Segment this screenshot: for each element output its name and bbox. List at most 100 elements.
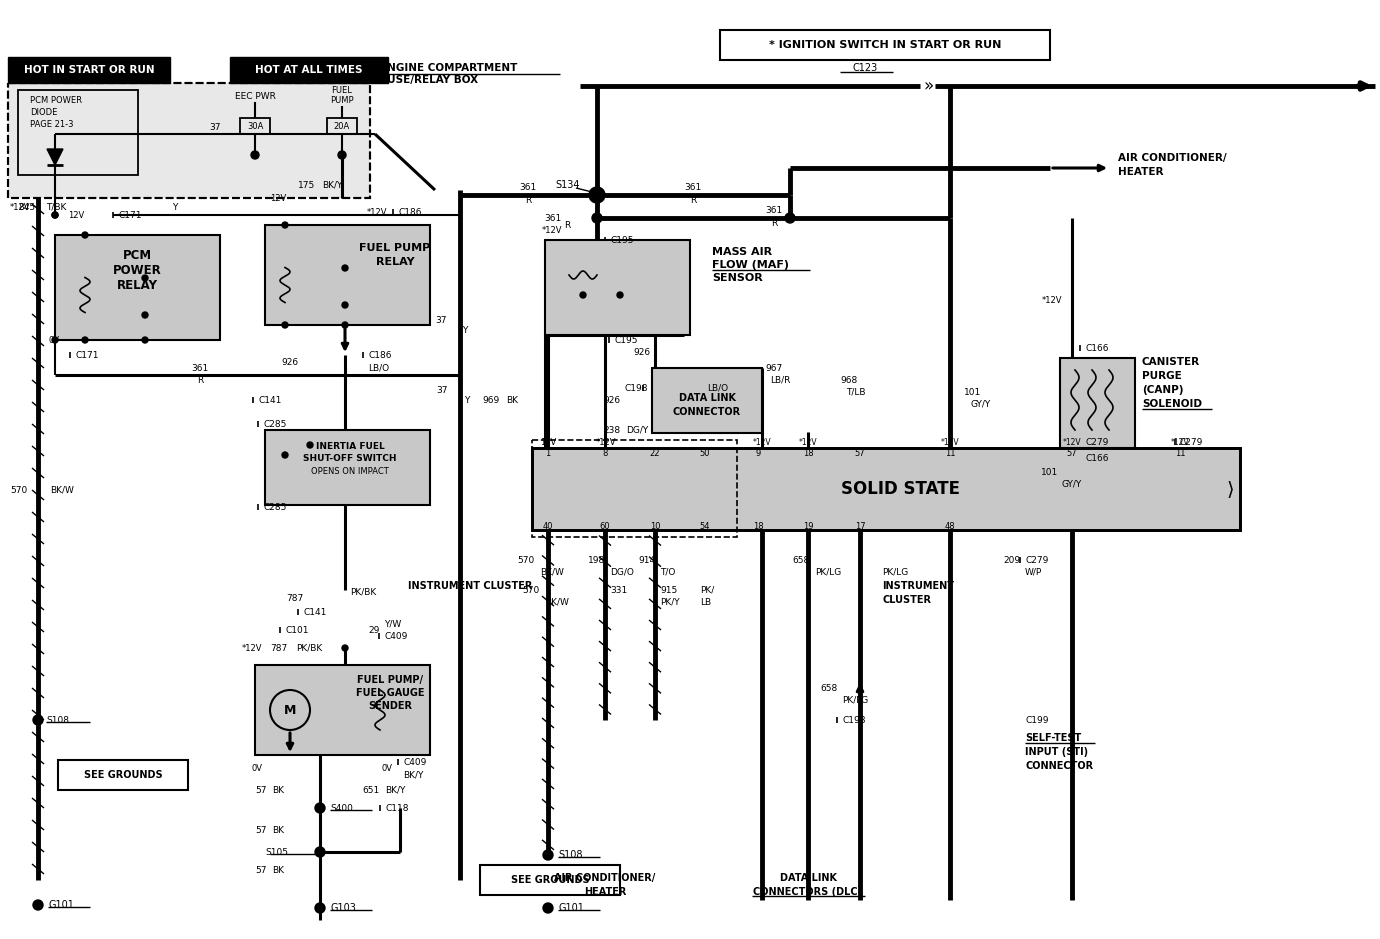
Bar: [240, 118, 270, 134]
Text: *12V: *12V: [799, 438, 817, 447]
Text: PCM POWER: PCM POWER: [30, 96, 81, 104]
Text: 50: 50: [700, 449, 711, 457]
Text: C118: C118: [385, 804, 408, 812]
Text: 18: 18: [803, 449, 813, 457]
Circle shape: [251, 151, 259, 159]
Text: C195: C195: [614, 335, 638, 345]
Text: G101: G101: [558, 903, 584, 913]
Text: LB/O: LB/O: [368, 363, 389, 373]
Text: GY/Y: GY/Y: [970, 399, 991, 408]
Text: FUEL PUMP: FUEL PUMP: [359, 243, 431, 253]
Circle shape: [342, 302, 348, 308]
Text: R: R: [690, 195, 696, 205]
Circle shape: [282, 222, 288, 228]
Circle shape: [306, 442, 313, 448]
Text: C279: C279: [1180, 438, 1203, 447]
Text: R: R: [564, 221, 570, 229]
Text: C279: C279: [1085, 438, 1108, 447]
Text: C141: C141: [304, 608, 327, 617]
Text: DATA LINK: DATA LINK: [780, 873, 836, 883]
Text: BK: BK: [272, 866, 284, 874]
Text: 11: 11: [945, 449, 955, 457]
Text: BK: BK: [272, 825, 284, 835]
Bar: [545, 240, 690, 335]
Text: 57: 57: [255, 786, 266, 794]
Text: 57: 57: [854, 449, 865, 457]
Text: AIR CONDITIONER/: AIR CONDITIONER/: [1118, 153, 1227, 163]
Text: PK/: PK/: [700, 586, 715, 594]
Text: HEATER: HEATER: [1118, 167, 1163, 177]
Text: LB/O: LB/O: [707, 383, 729, 393]
Text: 18: 18: [752, 521, 763, 531]
Circle shape: [142, 337, 148, 343]
Circle shape: [81, 232, 88, 238]
Text: BK/W: BK/W: [545, 597, 569, 607]
Text: 8: 8: [602, 449, 607, 457]
Text: MASS AIR: MASS AIR: [712, 247, 773, 257]
Circle shape: [270, 690, 310, 730]
Text: C409: C409: [403, 758, 426, 766]
Text: 198: 198: [588, 556, 604, 564]
Text: HOT AT ALL TIMES: HOT AT ALL TIMES: [255, 65, 363, 75]
Text: S400: S400: [330, 804, 353, 812]
Text: BK/Y: BK/Y: [322, 180, 342, 190]
Text: BK/Y: BK/Y: [403, 771, 424, 779]
Text: 9: 9: [755, 449, 760, 457]
Text: 19: 19: [803, 521, 813, 531]
Text: 915: 915: [660, 586, 678, 594]
Text: EEC PWR: EEC PWR: [235, 91, 276, 100]
Text: 101: 101: [1041, 468, 1058, 476]
Text: Y: Y: [172, 203, 178, 211]
Text: INPUT (STI): INPUT (STI): [1025, 747, 1087, 757]
Text: 926: 926: [282, 358, 298, 366]
Circle shape: [338, 151, 346, 159]
Circle shape: [282, 452, 288, 458]
Text: C186: C186: [397, 208, 421, 217]
Text: DG/Y: DG/Y: [627, 425, 649, 435]
Text: C198: C198: [625, 383, 649, 393]
Text: SENDER: SENDER: [368, 701, 413, 711]
Text: C101: C101: [286, 625, 309, 635]
Bar: [8, 83, 370, 198]
Text: 914: 914: [638, 556, 656, 564]
Text: 570: 570: [523, 586, 540, 594]
Bar: [8, 57, 170, 83]
Text: 60: 60: [600, 521, 610, 531]
Bar: [18, 90, 138, 175]
Text: FUEL GAUGE: FUEL GAUGE: [356, 688, 424, 698]
Text: C279: C279: [1025, 556, 1049, 564]
Text: Y: Y: [464, 395, 469, 405]
Text: RELAY: RELAY: [375, 257, 414, 267]
Text: 658: 658: [792, 556, 810, 564]
Bar: [327, 118, 357, 134]
Text: 37: 37: [210, 122, 221, 131]
Text: R: R: [524, 195, 531, 205]
Text: ⟩: ⟩: [1227, 480, 1234, 499]
Text: *12V: *12V: [541, 225, 562, 235]
Text: *12V: *12V: [367, 208, 388, 217]
Text: 12V: 12V: [270, 193, 286, 203]
Text: C186: C186: [368, 350, 392, 360]
Text: 926: 926: [603, 395, 620, 405]
Text: 10: 10: [650, 521, 660, 531]
Text: 570: 570: [10, 485, 28, 495]
Text: BK/W: BK/W: [540, 567, 564, 577]
Circle shape: [52, 212, 58, 218]
Text: 651: 651: [363, 786, 380, 794]
Text: »: »: [923, 77, 933, 95]
Text: Y: Y: [462, 326, 468, 334]
Text: FUEL: FUEL: [331, 85, 352, 95]
Text: 17: 17: [854, 521, 865, 531]
Bar: [533, 448, 1241, 530]
Text: C123: C123: [853, 63, 878, 73]
Text: C285: C285: [264, 502, 287, 512]
Bar: [8, 83, 370, 198]
Text: 48: 48: [945, 521, 955, 531]
Text: C166: C166: [1085, 344, 1108, 352]
Text: SOLENOID: SOLENOID: [1143, 399, 1202, 409]
Text: C409: C409: [384, 632, 407, 640]
Text: C285: C285: [264, 420, 287, 428]
Text: GY/Y: GY/Y: [1063, 480, 1082, 488]
Text: S105: S105: [265, 848, 288, 856]
Bar: [720, 30, 1050, 60]
